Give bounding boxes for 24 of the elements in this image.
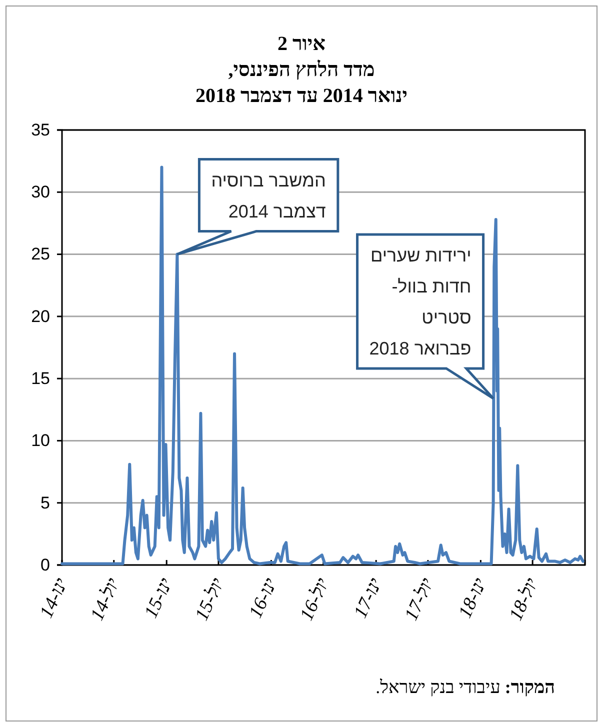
x-tick-label: יול-15 xyxy=(191,575,230,624)
text: המקור: עיבודי בנק ישראל. xyxy=(376,677,555,697)
annotation: ירידות שערים חדות בוול- סטריט פברואר 2018 xyxy=(369,245,472,358)
x-tick-label: ינו-14 xyxy=(36,575,73,622)
x-tick-label: יול-16 xyxy=(296,575,334,624)
y-tick-label: 25 xyxy=(31,244,50,264)
x-tick-label: יול-17 xyxy=(400,575,439,624)
x-tick-label: יול-18 xyxy=(505,575,544,624)
chart-title: איור 2 xyxy=(277,33,326,55)
y-tick-label: 15 xyxy=(31,369,50,388)
y-tick-label: 5 xyxy=(40,493,50,512)
x-tick-label: ינו-15 xyxy=(140,575,178,622)
y-tick-label: 30 xyxy=(31,182,50,202)
x-tick-label: יול-14 xyxy=(86,575,124,624)
y-tick-label: 35 xyxy=(31,120,50,140)
y-tick-label: 0 xyxy=(40,555,50,574)
y-tick-label: 20 xyxy=(31,306,50,326)
annotation: המשבר ברוסיה דצמבר 2014 xyxy=(211,170,326,222)
y-tick-label: 10 xyxy=(31,431,50,450)
x-tick-label: ינו-16 xyxy=(245,575,282,622)
chart-subtitle: מדד הלחץ הפיננסי, ינואר 2014 עד דצמבר 2018 xyxy=(196,59,408,107)
x-tick-label: ינו-17 xyxy=(350,575,387,622)
line-series xyxy=(60,166,584,566)
x-tick-label: ינו-18 xyxy=(454,575,492,622)
